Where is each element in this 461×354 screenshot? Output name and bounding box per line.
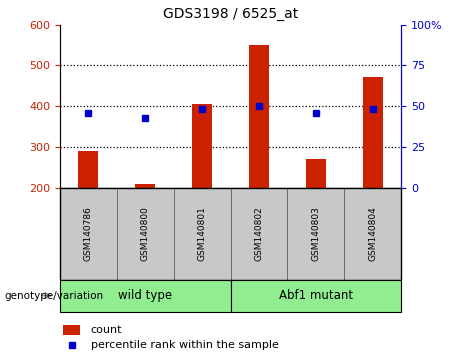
- Text: GSM140803: GSM140803: [311, 206, 320, 261]
- Bar: [287, 188, 344, 280]
- Bar: [63, 325, 80, 335]
- Text: GSM140802: GSM140802: [254, 206, 263, 261]
- Bar: [60, 280, 230, 312]
- Bar: [230, 280, 401, 312]
- Text: GSM140801: GSM140801: [198, 206, 207, 261]
- Bar: [230, 188, 287, 280]
- Bar: [192, 104, 212, 188]
- Bar: [344, 188, 401, 280]
- Bar: [249, 45, 269, 188]
- Text: wild type: wild type: [118, 289, 172, 302]
- Bar: [135, 183, 155, 188]
- Text: GSM140786: GSM140786: [84, 206, 93, 261]
- Bar: [78, 151, 98, 188]
- Text: percentile rank within the sample: percentile rank within the sample: [91, 340, 278, 350]
- Title: GDS3198 / 6525_at: GDS3198 / 6525_at: [163, 7, 298, 21]
- Bar: [306, 159, 326, 188]
- Text: count: count: [91, 325, 122, 335]
- Text: GSM140804: GSM140804: [368, 206, 377, 261]
- Text: GSM140800: GSM140800: [141, 206, 150, 261]
- Bar: [174, 188, 230, 280]
- Bar: [60, 188, 117, 280]
- Text: Abf1 mutant: Abf1 mutant: [279, 289, 353, 302]
- Bar: [363, 77, 383, 188]
- Text: genotype/variation: genotype/variation: [5, 291, 104, 301]
- Bar: [117, 188, 174, 280]
